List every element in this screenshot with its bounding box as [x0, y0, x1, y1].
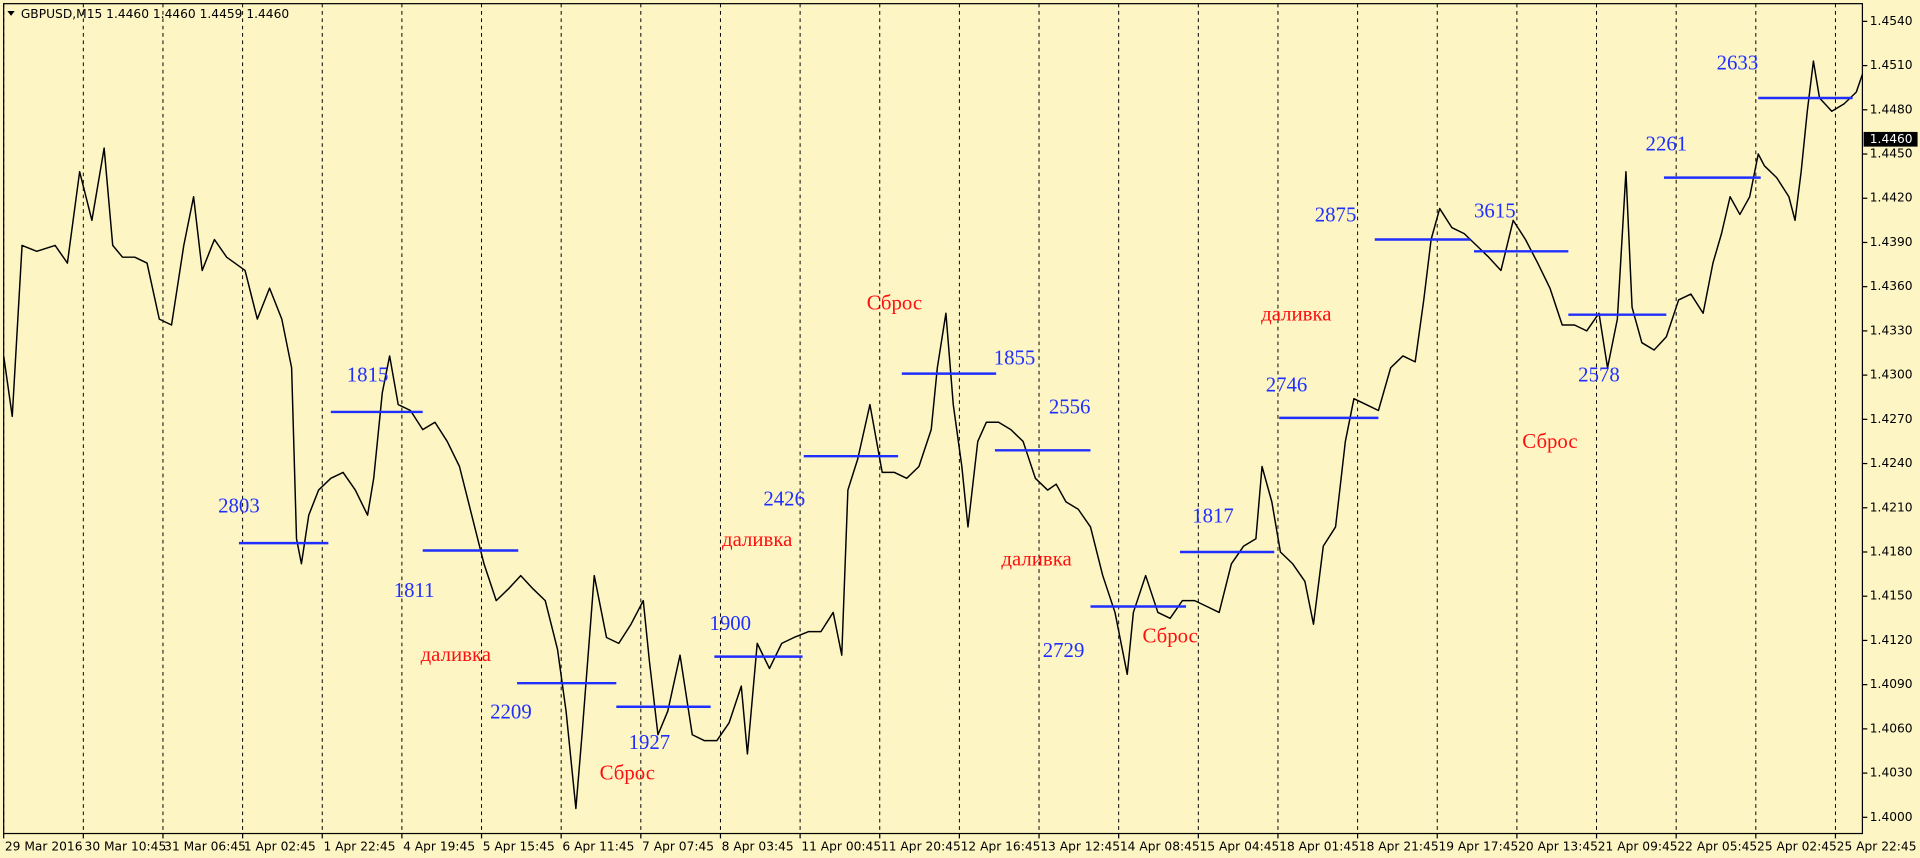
annotation: даливка — [1261, 302, 1331, 326]
y-tick-label: 1.4330 — [1870, 323, 1913, 337]
x-tick-label: 19 Apr 17:45 — [1438, 839, 1518, 853]
annotation: Сброс — [867, 291, 922, 315]
y-tick-label: 1.4270 — [1870, 412, 1913, 426]
y-tick-label: 1.4510 — [1870, 58, 1913, 72]
y-tick-label: 1.4000 — [1870, 810, 1913, 824]
y-tick-label: 1.4240 — [1870, 456, 1913, 470]
y-tick-label: 1.4540 — [1870, 14, 1913, 28]
x-tick-label: 4 Apr 19:45 — [403, 839, 475, 853]
x-tick-label: 18 Apr 01:45 — [1279, 839, 1359, 853]
y-tick-label: 1.4150 — [1870, 589, 1913, 603]
level-label: 2261 — [1646, 131, 1688, 155]
last-price-label: 1.4460 — [1870, 132, 1913, 146]
x-tick-label: 6 Apr 11:45 — [562, 839, 634, 853]
y-tick-label: 1.4360 — [1870, 279, 1913, 293]
x-tick-label: 11 Apr 00:45 — [801, 839, 881, 853]
x-tick-label: 22 Apr 05:45 — [1677, 839, 1757, 853]
x-tick-label: 13 Apr 12:45 — [1040, 839, 1120, 853]
y-tick-label: 1.4300 — [1870, 368, 1913, 382]
x-tick-label: 25 Apr 02:45 — [1757, 839, 1837, 853]
x-tick-label: 15 Apr 04:45 — [1200, 839, 1280, 853]
y-tick-label: 1.4060 — [1870, 721, 1913, 735]
level-label: 2578 — [1578, 363, 1620, 387]
annotation: даливка — [421, 642, 491, 666]
y-tick-label: 1.4450 — [1870, 147, 1913, 161]
menu-triangle — [7, 11, 15, 16]
y-tick-label: 1.4090 — [1870, 677, 1913, 691]
annotation: Сброс — [1142, 623, 1197, 647]
x-tick-label: 11 Apr 20:45 — [881, 839, 961, 853]
x-tick-label: 31 Mar 06:45 — [164, 839, 246, 853]
x-tick-label: 1 Apr 02:45 — [244, 839, 316, 853]
y-tick-label: 1.4180 — [1870, 544, 1913, 558]
level-label: 2426 — [763, 486, 805, 510]
annotation: даливка — [1001, 546, 1071, 570]
x-tick-label: 12 Apr 16:45 — [961, 839, 1041, 853]
x-tick-label: 29 Mar 2016 — [5, 839, 83, 853]
x-tick-label: 20 Apr 13:45 — [1518, 839, 1598, 853]
x-tick-label: 14 Apr 08:45 — [1120, 839, 1200, 853]
price-line — [2, 60, 1864, 810]
level-label: 1811 — [394, 578, 435, 602]
annotation: Сброс — [1522, 429, 1577, 453]
annotation: даливка — [722, 527, 792, 551]
level-label: 2209 — [490, 699, 532, 723]
chart-title: GBPUSD,M15 1.4460 1.4460 1.4459 1.4460 — [21, 7, 289, 21]
annotation: Сброс — [600, 761, 655, 785]
x-tick-label: 21 Apr 09:45 — [1598, 839, 1678, 853]
level-label: 1817 — [1192, 504, 1234, 528]
x-tick-label: 8 Apr 03:45 — [722, 839, 794, 853]
y-tick-label: 1.4390 — [1870, 235, 1913, 249]
level-label: 2729 — [1043, 638, 1085, 662]
y-tick-label: 1.4420 — [1870, 191, 1913, 205]
x-tick-label: 5 Apr 15:45 — [483, 839, 555, 853]
level-label: 2746 — [1266, 373, 1308, 397]
y-tick-label: 1.4480 — [1870, 102, 1913, 116]
level-label: 1855 — [994, 346, 1036, 370]
level-label: 2633 — [1717, 51, 1759, 75]
x-tick-label: 1 Apr 22:45 — [323, 839, 395, 853]
level-label: 3615 — [1474, 199, 1516, 223]
y-tick-label: 1.4120 — [1870, 633, 1913, 647]
x-tick-label: 7 Apr 07:45 — [642, 839, 714, 853]
level-label: 2803 — [218, 494, 260, 518]
y-tick-label: 1.4210 — [1870, 500, 1913, 514]
level-label: 1900 — [709, 611, 751, 635]
y-tick-label: 1.4030 — [1870, 766, 1913, 780]
x-tick-label: 30 Mar 10:45 — [85, 839, 167, 853]
level-label: 2556 — [1049, 395, 1091, 419]
x-tick-label: 18 Apr 21:45 — [1359, 839, 1439, 853]
last-price-box — [1863, 131, 1918, 147]
level-label: 1815 — [347, 363, 389, 387]
x-tick-label: 25 Apr 22:45 — [1837, 839, 1917, 853]
level-label: 1927 — [629, 730, 671, 754]
level-label: 2875 — [1315, 202, 1357, 226]
